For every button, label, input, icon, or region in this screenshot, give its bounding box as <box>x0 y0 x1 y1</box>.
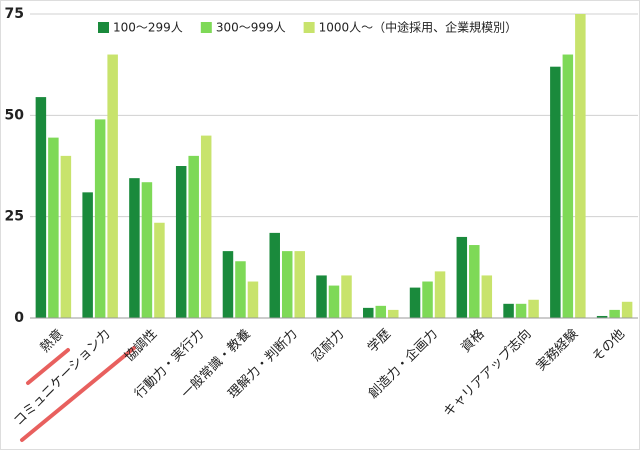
bar <box>141 182 153 318</box>
bar <box>528 299 539 318</box>
bar <box>469 245 480 318</box>
bar <box>48 137 59 318</box>
bar <box>515 303 527 318</box>
legend-label: 1000人〜（中途採用、企業規模別） <box>319 20 518 35</box>
bar <box>154 222 165 318</box>
bar <box>481 275 493 318</box>
legend-label: 100〜299人 <box>113 21 183 35</box>
bar <box>82 192 93 318</box>
bar <box>222 251 234 318</box>
bar <box>294 251 305 318</box>
legend-swatch <box>303 22 315 33</box>
bar <box>60 155 72 318</box>
highlight-underline <box>26 348 70 385</box>
bar <box>269 232 280 318</box>
legend-swatch <box>98 22 109 33</box>
bar <box>409 287 421 318</box>
bar <box>375 305 387 318</box>
bar <box>188 155 199 318</box>
bar <box>235 261 246 318</box>
bar <box>503 303 514 318</box>
bar <box>550 66 561 319</box>
bar <box>129 178 140 318</box>
bar <box>281 251 293 318</box>
bar <box>456 236 468 318</box>
bar <box>200 135 212 318</box>
bar <box>316 275 327 318</box>
y-tick-label: 25 <box>5 209 24 225</box>
bar <box>363 307 374 318</box>
bar <box>562 54 574 319</box>
legend-label: 300〜999人 <box>216 21 286 35</box>
y-tick-label: 75 <box>5 6 24 22</box>
bar <box>328 285 340 318</box>
legend-swatch <box>200 22 212 33</box>
y-tick-label: 50 <box>5 107 25 123</box>
bar <box>434 271 446 318</box>
bar <box>596 315 608 318</box>
y-tick-label: 0 <box>14 310 24 326</box>
bar <box>575 14 586 318</box>
bar <box>94 119 106 319</box>
bar <box>422 281 433 318</box>
bar <box>107 54 118 319</box>
bar <box>621 301 633 318</box>
bar <box>247 281 259 318</box>
highlight-underline <box>20 346 136 442</box>
bar <box>35 97 47 319</box>
bar <box>175 166 187 318</box>
bar <box>388 309 399 318</box>
bar <box>341 275 352 318</box>
bar <box>609 309 620 318</box>
